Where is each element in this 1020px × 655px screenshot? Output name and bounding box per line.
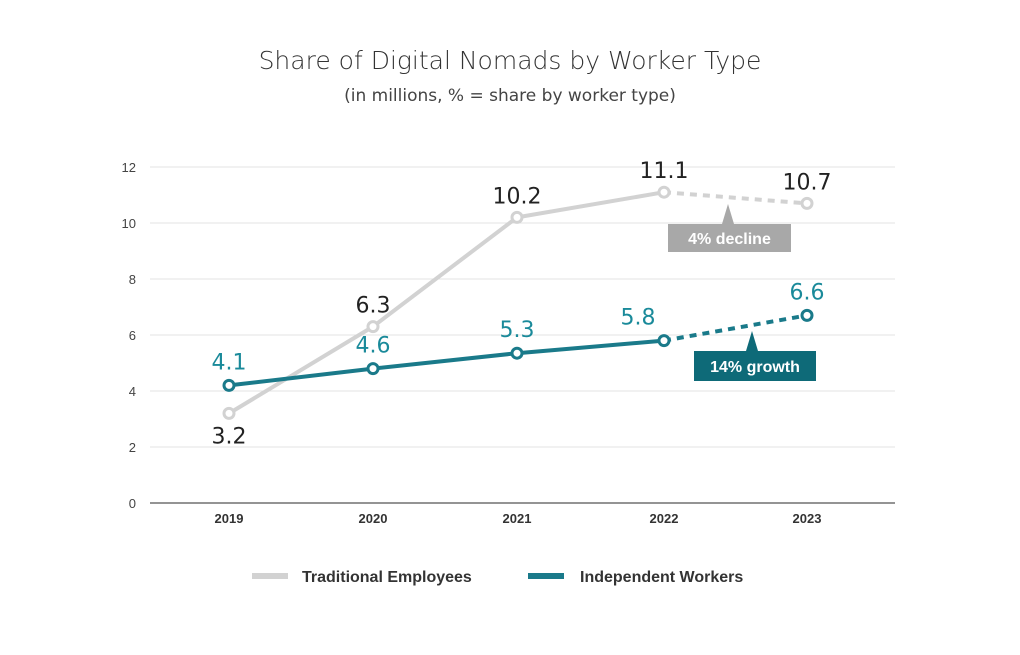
data-labels: 3.2 6.3 10.2 11.1 10.7 4.1 4.6 5.3 5.8 6.6 — [212, 159, 832, 449]
x-tick-label: 2021 — [503, 511, 532, 526]
y-tick-label: 6 — [129, 328, 136, 343]
callout-pointer — [746, 331, 758, 351]
data-point — [510, 346, 524, 360]
x-tick-label: 2020 — [359, 511, 388, 526]
decline-callout: 4% decline — [668, 204, 791, 252]
series-line-solid — [227, 190, 666, 416]
data-label: 11.1 — [640, 159, 689, 184]
grid-lines — [150, 166, 895, 504]
x-tick-label: 2022 — [650, 511, 679, 526]
callout-box — [694, 351, 816, 381]
y-tick-label: 8 — [129, 272, 136, 287]
callout-text: 4% decline — [688, 231, 771, 248]
legend: Traditional Employees Independent Workers — [252, 569, 743, 586]
series-line-solid — [227, 338, 666, 388]
series-lines — [227, 190, 808, 416]
legend-label: Traditional Employees — [302, 569, 472, 586]
growth-callout: 14% growth — [694, 331, 816, 381]
callouts: 4% decline 14% growth — [668, 204, 816, 381]
callout-pointer — [722, 204, 734, 224]
y-tick-label: 12 — [122, 160, 136, 175]
series-line-dashed — [663, 313, 808, 343]
data-point — [366, 320, 380, 334]
data-point — [800, 196, 814, 210]
data-point — [510, 210, 524, 224]
data-label: 6.6 — [790, 280, 825, 305]
data-label: 4.6 — [356, 334, 391, 359]
callout-text: 14% growth — [710, 359, 800, 376]
y-tick-label: 10 — [122, 216, 136, 231]
data-label: 3.2 — [212, 424, 247, 449]
data-point — [366, 362, 380, 376]
y-tick-label: 4 — [129, 384, 136, 399]
y-tick-label: 2 — [129, 440, 136, 455]
data-label: 5.8 — [621, 306, 656, 331]
chart-title: Share of Digital Nomads by Worker Type — [258, 46, 762, 75]
legend-item: Independent Workers — [528, 569, 743, 586]
legend-item: Traditional Employees — [252, 569, 472, 586]
data-label: 10.7 — [783, 170, 832, 195]
chart-subtitle: (in millions, % = share by worker type) — [344, 86, 676, 106]
y-tick-label: 0 — [129, 496, 136, 511]
x-axis-ticks: 2019 2020 2021 2022 2023 — [215, 511, 822, 526]
data-point — [657, 185, 671, 199]
callout-box — [668, 224, 791, 252]
data-label: 6.3 — [356, 294, 391, 319]
data-point — [800, 308, 814, 322]
legend-label: Independent Workers — [580, 569, 743, 586]
x-tick-label: 2019 — [215, 511, 244, 526]
y-axis-ticks: 0 2 4 6 8 10 12 — [122, 160, 136, 511]
data-label: 10.2 — [493, 184, 542, 209]
series-line-dashed — [663, 190, 808, 206]
data-point — [222, 378, 236, 392]
series-points — [222, 185, 814, 420]
data-point — [222, 406, 236, 420]
data-point — [657, 334, 671, 348]
data-label: 4.1 — [212, 350, 247, 375]
x-tick-label: 2023 — [793, 511, 822, 526]
data-label: 5.3 — [500, 318, 535, 343]
